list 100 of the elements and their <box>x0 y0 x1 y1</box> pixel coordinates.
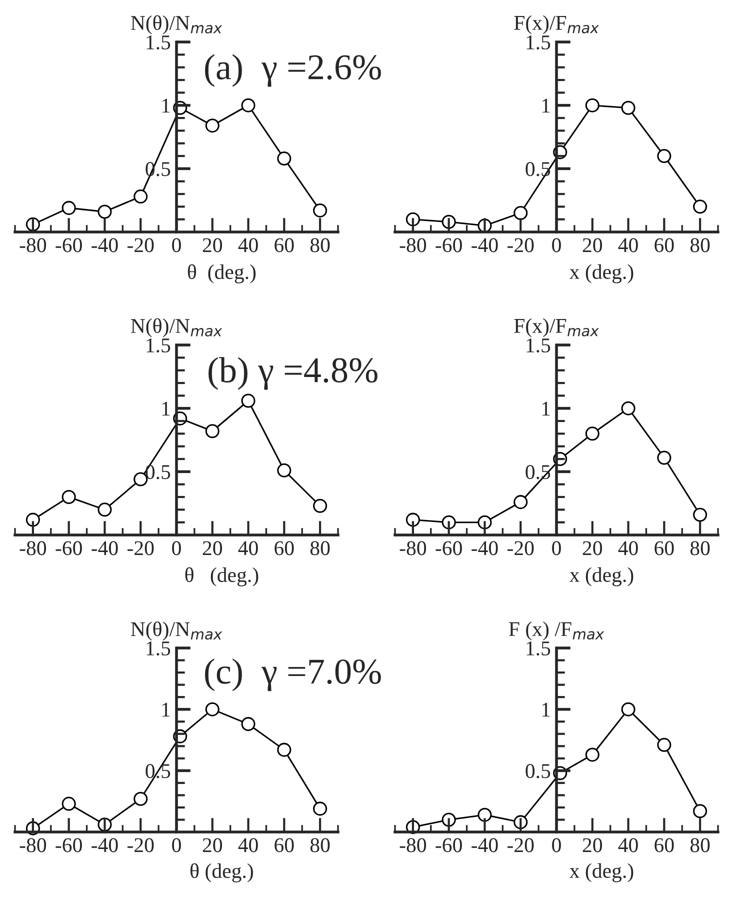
point <box>313 802 328 816</box>
x-tick-label: -20 <box>128 238 154 252</box>
x-tick-label: 60 <box>274 541 294 556</box>
x-tick-label: 20 <box>202 838 222 852</box>
x-axis-title: θ (deg.) <box>188 264 256 284</box>
point <box>134 190 148 204</box>
x-tick-label: 80 <box>690 238 710 252</box>
point <box>657 450 672 465</box>
x-axis-title: x (deg.) <box>570 863 634 882</box>
x-tick-label: 60 <box>274 838 294 852</box>
x-tick-label: -40 <box>472 541 498 556</box>
y-tick-label: 1 <box>542 402 550 416</box>
y-tick-label: 1.5 <box>146 35 170 50</box>
y-axis-title: N(θ)/N$_{max}$ <box>130 621 222 640</box>
point <box>514 495 528 510</box>
point <box>693 200 708 214</box>
point <box>693 804 708 818</box>
point <box>205 424 220 438</box>
y-tick-label: 1 <box>162 98 170 113</box>
point <box>277 463 292 478</box>
y-axis-title: N(θ)/N$_{max}$ <box>130 15 222 34</box>
y-tick-label: 1 <box>542 98 550 113</box>
x-axis-title: θ (deg.) <box>185 567 258 586</box>
x-tick-label: 0 <box>552 838 561 852</box>
point <box>313 498 328 513</box>
x-tick-label: 80 <box>690 838 710 852</box>
x-tick-label: 40 <box>618 838 638 852</box>
point <box>241 98 256 112</box>
x-tick-label: -20 <box>508 838 534 852</box>
x-tick-label: -80 <box>20 838 46 852</box>
point <box>621 401 636 416</box>
point <box>406 512 420 527</box>
x-tick-label: -80 <box>20 238 46 252</box>
point <box>585 426 600 441</box>
x-axis-title: x (deg.) <box>570 567 634 586</box>
y-tick-label: 1.5 <box>526 35 550 50</box>
point <box>134 792 148 806</box>
x-tick-label: 20 <box>202 238 222 252</box>
y-axis-title: F(x)/F$_{max}$ <box>514 15 599 34</box>
y-tick-label: 1 <box>162 402 170 416</box>
x-tick-label: 40 <box>238 838 258 852</box>
x-tick-label: 0 <box>172 541 181 556</box>
chart-title: (b) γ =4.8% <box>208 357 378 390</box>
x-tick-label: 20 <box>202 541 222 556</box>
chart-title: (c) γ =7.0% <box>205 658 381 692</box>
x-tick-label: -40 <box>92 238 118 252</box>
x-tick-label: 40 <box>618 541 638 556</box>
y-axis-title: F (x) /F$_{max}$ <box>508 621 604 640</box>
x-tick-label: 40 <box>238 541 258 556</box>
x-tick-label: -40 <box>92 838 118 852</box>
x-tick-label: 0 <box>172 238 181 252</box>
point <box>657 148 672 164</box>
y-tick-label: 1.5 <box>526 641 550 656</box>
x-tick-label: 20 <box>582 541 602 556</box>
x-tick-label: 20 <box>582 838 602 852</box>
point <box>98 204 112 219</box>
x-tick-label: 0 <box>552 541 561 556</box>
chart-title: (a) γ =2.6% <box>205 54 381 87</box>
point <box>693 508 708 522</box>
point <box>277 152 292 166</box>
y-axis-title: F(x)/F$_{max}$ <box>514 318 599 338</box>
x-tick-label: -80 <box>400 238 426 252</box>
x-tick-label: 0 <box>552 238 561 252</box>
x-tick-label: -40 <box>92 541 118 556</box>
y-tick-label: 0.5 <box>146 465 170 480</box>
x-tick-label: -20 <box>128 838 154 852</box>
x-tick-label: 40 <box>618 238 638 252</box>
point <box>62 200 76 215</box>
x-tick-label: -60 <box>56 838 82 852</box>
point <box>241 394 256 408</box>
x-tick-label: -20 <box>128 541 154 556</box>
x-tick-label: -60 <box>56 238 82 252</box>
point <box>514 206 528 220</box>
x-tick-label: 80 <box>310 541 330 556</box>
point <box>621 702 636 716</box>
point <box>205 702 220 716</box>
x-tick-label: 20 <box>582 238 602 252</box>
y-tick-label: 1 <box>542 702 550 717</box>
x-tick-label: -60 <box>436 838 462 852</box>
x-tick-label: -40 <box>472 238 498 252</box>
point <box>205 118 220 133</box>
x-tick-label: 80 <box>310 238 330 252</box>
x-tick-label: -60 <box>56 541 82 556</box>
y-tick-label: 1.5 <box>146 338 170 353</box>
point <box>585 98 600 112</box>
x-tick-label: -20 <box>508 238 534 252</box>
point <box>62 490 76 504</box>
x-axis-title: θ (deg.) <box>190 863 253 882</box>
point <box>657 738 672 752</box>
x-tick-label: -40 <box>472 838 498 852</box>
point <box>621 100 636 115</box>
y-tick-label: 1.5 <box>526 338 550 353</box>
point <box>26 512 40 527</box>
point <box>478 808 492 822</box>
point <box>585 748 600 762</box>
x-tick-label: -60 <box>436 541 462 556</box>
point <box>241 717 256 732</box>
x-tick-label: 40 <box>238 238 258 252</box>
y-tick-label: 1 <box>162 702 170 717</box>
y-tick-label: 1.5 <box>146 641 170 656</box>
